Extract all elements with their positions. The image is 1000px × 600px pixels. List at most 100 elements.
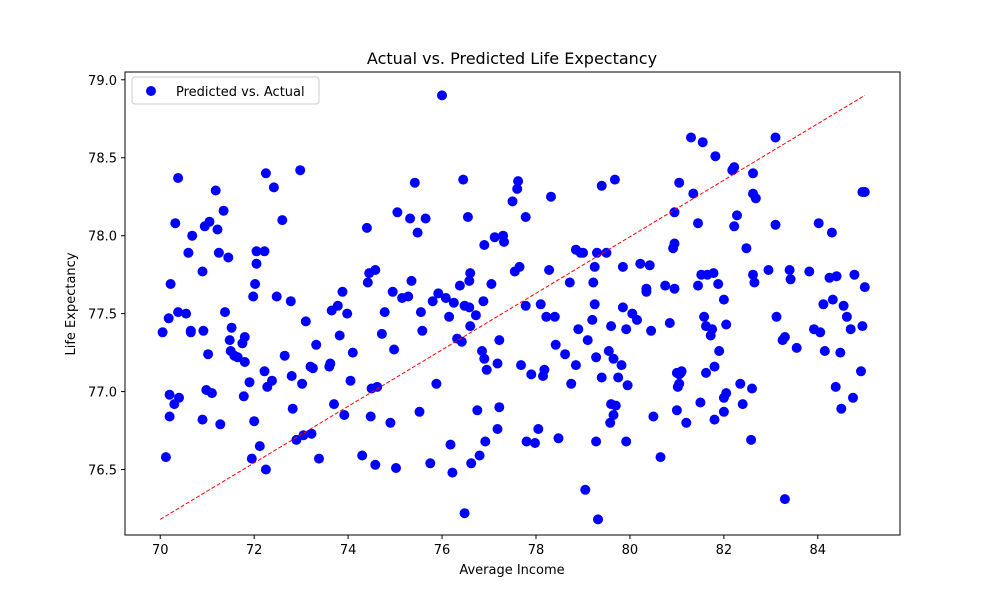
- data-point: [591, 436, 602, 447]
- data-point: [174, 392, 184, 403]
- data-point: [857, 321, 868, 332]
- data-point: [699, 311, 710, 322]
- data-point: [859, 282, 870, 293]
- data-point: [674, 378, 685, 389]
- legend-marker: [146, 86, 156, 96]
- data-point: [187, 230, 198, 241]
- data-point: [337, 286, 348, 297]
- data-point: [729, 221, 740, 232]
- data-point: [479, 240, 490, 250]
- data-point: [465, 321, 476, 332]
- data-point: [365, 411, 376, 422]
- data-point: [610, 400, 621, 411]
- data-point: [714, 346, 725, 356]
- data-point: [859, 187, 870, 197]
- data-point: [248, 291, 259, 302]
- data-point: [372, 381, 383, 392]
- data-point: [347, 347, 358, 358]
- data-point: [239, 332, 250, 342]
- data-point: [464, 275, 475, 286]
- data-point: [437, 90, 447, 101]
- data-point: [827, 294, 838, 305]
- data-point: [454, 280, 465, 291]
- data-point: [617, 261, 628, 272]
- data-point: [526, 369, 537, 380]
- data-point: [750, 193, 761, 204]
- x-tick-label: 78: [528, 543, 545, 558]
- data-point: [646, 325, 657, 336]
- data-point: [601, 247, 612, 258]
- data-point: [721, 319, 732, 330]
- data-point: [521, 436, 532, 447]
- data-point: [361, 222, 372, 233]
- data-point: [339, 410, 350, 420]
- data-point: [165, 279, 176, 289]
- data-point: [671, 405, 682, 416]
- data-point: [605, 417, 616, 428]
- data-point: [409, 177, 420, 188]
- data-point: [345, 375, 356, 386]
- data-point: [181, 308, 192, 319]
- data-point: [530, 438, 540, 448]
- data-point: [606, 321, 617, 332]
- data-point: [564, 277, 575, 288]
- data-point: [644, 260, 655, 271]
- legend-label: Predicted vs. Actual: [176, 85, 305, 100]
- data-point: [589, 299, 600, 310]
- data-point: [267, 375, 277, 386]
- data-point: [838, 300, 849, 311]
- data-point: [641, 283, 652, 294]
- data-point: [770, 132, 781, 143]
- data-point: [520, 300, 531, 311]
- data-point: [632, 314, 642, 325]
- line-layer: [159, 94, 866, 520]
- data-point: [342, 308, 353, 319]
- y-axis-label: Life Expectancy: [64, 252, 79, 355]
- data-point: [389, 344, 400, 355]
- data-point: [681, 417, 692, 428]
- data-point: [603, 346, 614, 356]
- data-point: [749, 277, 760, 288]
- data-point: [448, 297, 459, 308]
- ideal-fit-line: [159, 94, 866, 520]
- data-point: [249, 416, 260, 427]
- data-point: [489, 232, 500, 243]
- data-point: [458, 174, 469, 185]
- data-point: [813, 218, 824, 229]
- data-point: [513, 176, 524, 187]
- data-point: [748, 269, 758, 280]
- data-point: [203, 349, 214, 360]
- data-point: [819, 346, 830, 356]
- data-point: [254, 441, 265, 452]
- data-point: [406, 275, 417, 286]
- data-point: [826, 227, 837, 238]
- data-point: [163, 313, 174, 324]
- y-tick-label: 77.0: [88, 386, 117, 401]
- data-point: [735, 378, 746, 389]
- data-point: [621, 436, 632, 447]
- data-point: [417, 325, 428, 336]
- data-point: [815, 327, 826, 338]
- data-point: [170, 218, 181, 229]
- data-point: [748, 168, 758, 179]
- data-point: [259, 246, 270, 257]
- data-point: [224, 335, 235, 346]
- data-point: [693, 280, 703, 291]
- data-point: [609, 174, 620, 185]
- data-point: [713, 279, 724, 289]
- data-point: [173, 173, 184, 183]
- data-point: [566, 378, 577, 389]
- legend: Predicted vs. Actual: [131, 76, 320, 105]
- data-point: [250, 279, 261, 289]
- data-point: [494, 402, 505, 413]
- y-tick-label: 78.5: [88, 152, 117, 167]
- data-point: [676, 366, 687, 377]
- data-point: [539, 364, 550, 375]
- data-point: [474, 450, 485, 461]
- chart-title: Actual vs. Predicted Life Expectancy: [367, 49, 657, 68]
- data-point: [708, 268, 719, 279]
- data-point: [669, 207, 680, 218]
- data-point: [763, 265, 774, 275]
- data-point: [279, 350, 290, 361]
- data-point: [415, 307, 426, 318]
